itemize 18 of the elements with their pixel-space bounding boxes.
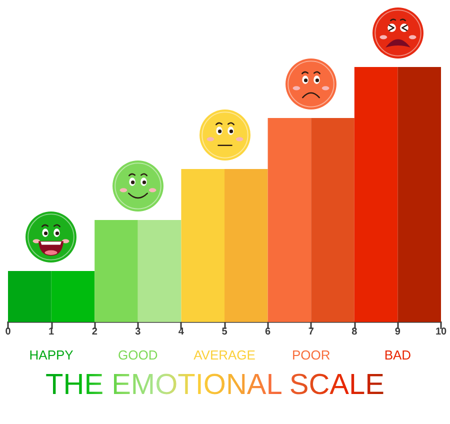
bar — [354, 67, 398, 322]
bar — [181, 169, 224, 322]
text: GOOD — [118, 348, 158, 362]
bar — [138, 220, 182, 322]
x-tick-label: 10 — [435, 326, 447, 338]
bar — [51, 271, 95, 322]
bar — [224, 169, 268, 322]
text: POOR — [292, 348, 330, 362]
bar — [94, 220, 138, 322]
text: THE EMOTIONAL SCALE — [46, 369, 384, 401]
x-tick-label: 4 — [178, 326, 184, 338]
text: HAPPY — [29, 348, 74, 362]
bar — [8, 271, 52, 322]
bar — [311, 118, 354, 322]
bar — [268, 118, 312, 322]
text: AVERAGE — [194, 348, 256, 362]
bar — [398, 67, 441, 322]
text: BAD — [384, 348, 412, 362]
